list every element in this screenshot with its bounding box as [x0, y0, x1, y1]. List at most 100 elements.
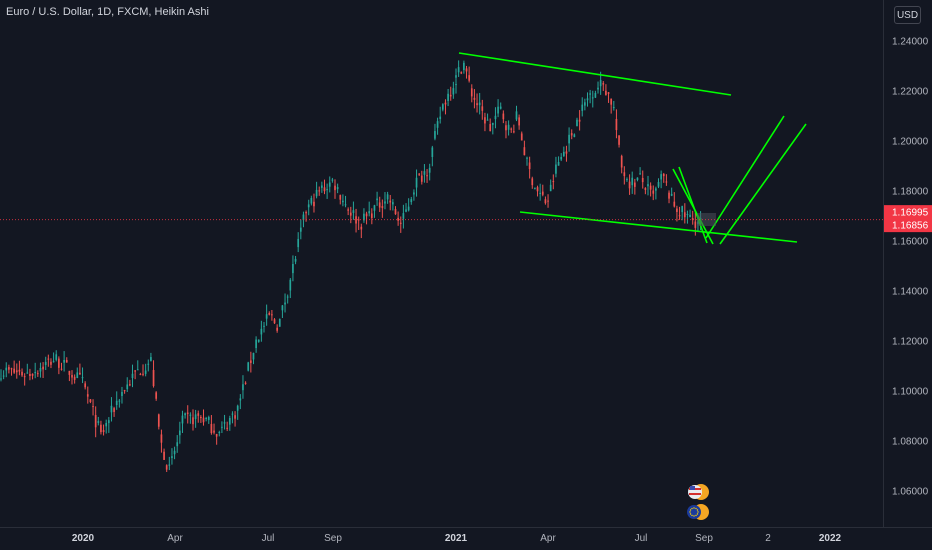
candle-body — [620, 155, 623, 168]
candle-body — [484, 117, 486, 124]
candle-body — [118, 400, 121, 402]
candle-body — [184, 413, 186, 416]
candle-body — [507, 124, 510, 130]
time-tick-label: Sep — [324, 533, 342, 544]
candle-body — [263, 325, 265, 327]
candle-body — [686, 214, 689, 216]
candle-body — [81, 377, 84, 379]
candle-body — [58, 358, 60, 368]
price-tag-label: 1.16995 — [892, 208, 929, 219]
candle-body — [205, 418, 207, 420]
candle-body — [39, 367, 42, 372]
price-tags: 1.16995 1.16856 — [884, 205, 932, 233]
trendline — [678, 166, 708, 244]
price-axis-panel — [883, 0, 932, 550]
candle-body — [636, 177, 639, 180]
candle-body — [260, 328, 263, 335]
candle-body — [628, 181, 631, 189]
candle-body — [389, 200, 392, 203]
trendline — [458, 52, 732, 96]
candle-body — [660, 174, 662, 180]
candle-body — [107, 420, 110, 424]
candle-body — [213, 430, 215, 433]
currency-button[interactable]: USD — [894, 6, 921, 24]
candle-body — [586, 98, 589, 101]
candle-body — [342, 200, 344, 203]
candle-body — [23, 376, 26, 378]
candle-body — [602, 83, 605, 85]
candle-body — [334, 185, 336, 191]
candle-body — [549, 184, 552, 192]
trendline — [705, 115, 785, 239]
price-tick-label: 1.18000 — [892, 187, 929, 198]
candle-body — [5, 367, 8, 371]
candle-body — [268, 312, 271, 315]
candle-body — [281, 305, 284, 311]
candle-body — [436, 121, 439, 128]
candle-body — [352, 210, 355, 213]
price-axis[interactable]: 1.24000 1.22000 1.20000 1.18000 1.16000 1.140… — [883, 0, 932, 550]
candle-body — [381, 206, 384, 209]
candle-body — [605, 90, 607, 95]
candle-body — [29, 373, 31, 377]
candle-body — [426, 175, 428, 177]
candle-body — [612, 107, 615, 109]
candle-body — [689, 214, 691, 217]
candle-body — [8, 367, 10, 370]
candle-body — [73, 376, 76, 380]
candle-body — [460, 72, 463, 74]
candle-body — [489, 124, 492, 132]
candle-body — [481, 106, 484, 111]
candle-body — [326, 189, 328, 191]
eu-star — [689, 509, 692, 511]
candle-body — [420, 175, 423, 182]
eu-circle — [687, 505, 701, 519]
candle-body — [478, 102, 481, 106]
candle-body — [486, 119, 489, 121]
eu-star — [693, 507, 695, 509]
candle-body — [570, 133, 573, 136]
candle-body — [562, 151, 565, 156]
candle-body — [31, 373, 34, 376]
candle-body — [513, 131, 515, 133]
candle-body — [599, 80, 602, 87]
candle-body — [121, 391, 123, 397]
candle-body — [284, 302, 286, 305]
candle-body — [305, 212, 307, 214]
candle-body — [662, 173, 665, 177]
candle-body — [618, 135, 620, 145]
candle-body — [444, 102, 447, 105]
trendline-drawings[interactable] — [458, 52, 807, 245]
candle-body — [639, 173, 641, 175]
eu-star — [697, 511, 699, 513]
candle-body — [68, 370, 71, 375]
candle-body — [231, 413, 234, 415]
candle-body — [626, 179, 628, 181]
candle-body — [178, 430, 181, 436]
candle-body — [415, 177, 418, 188]
candle-body — [370, 213, 373, 219]
candle-body — [557, 161, 560, 166]
candle-body — [455, 84, 457, 86]
candle-body — [644, 188, 647, 190]
candle-body — [71, 375, 73, 378]
eu-star — [696, 513, 699, 515]
candle-body — [94, 414, 97, 428]
candle-body — [499, 106, 502, 109]
candlestick-series — [0, 60, 702, 472]
candle-body — [357, 219, 360, 221]
candle-body — [441, 104, 444, 110]
eu-star — [689, 513, 692, 515]
candle-body — [368, 211, 371, 214]
candle-body — [0, 378, 2, 380]
eu-star — [695, 514, 697, 517]
candle-body — [428, 167, 431, 173]
time-axis[interactable]: 2020 Apr Jul Sep 2021 Apr Jul Sep 2 2022 — [0, 527, 932, 545]
candle-body — [228, 417, 231, 425]
candle-body — [531, 178, 534, 186]
candle-body — [360, 226, 363, 230]
economic-events[interactable] — [687, 484, 709, 520]
candle-body — [676, 208, 678, 212]
candle-body — [670, 193, 673, 196]
